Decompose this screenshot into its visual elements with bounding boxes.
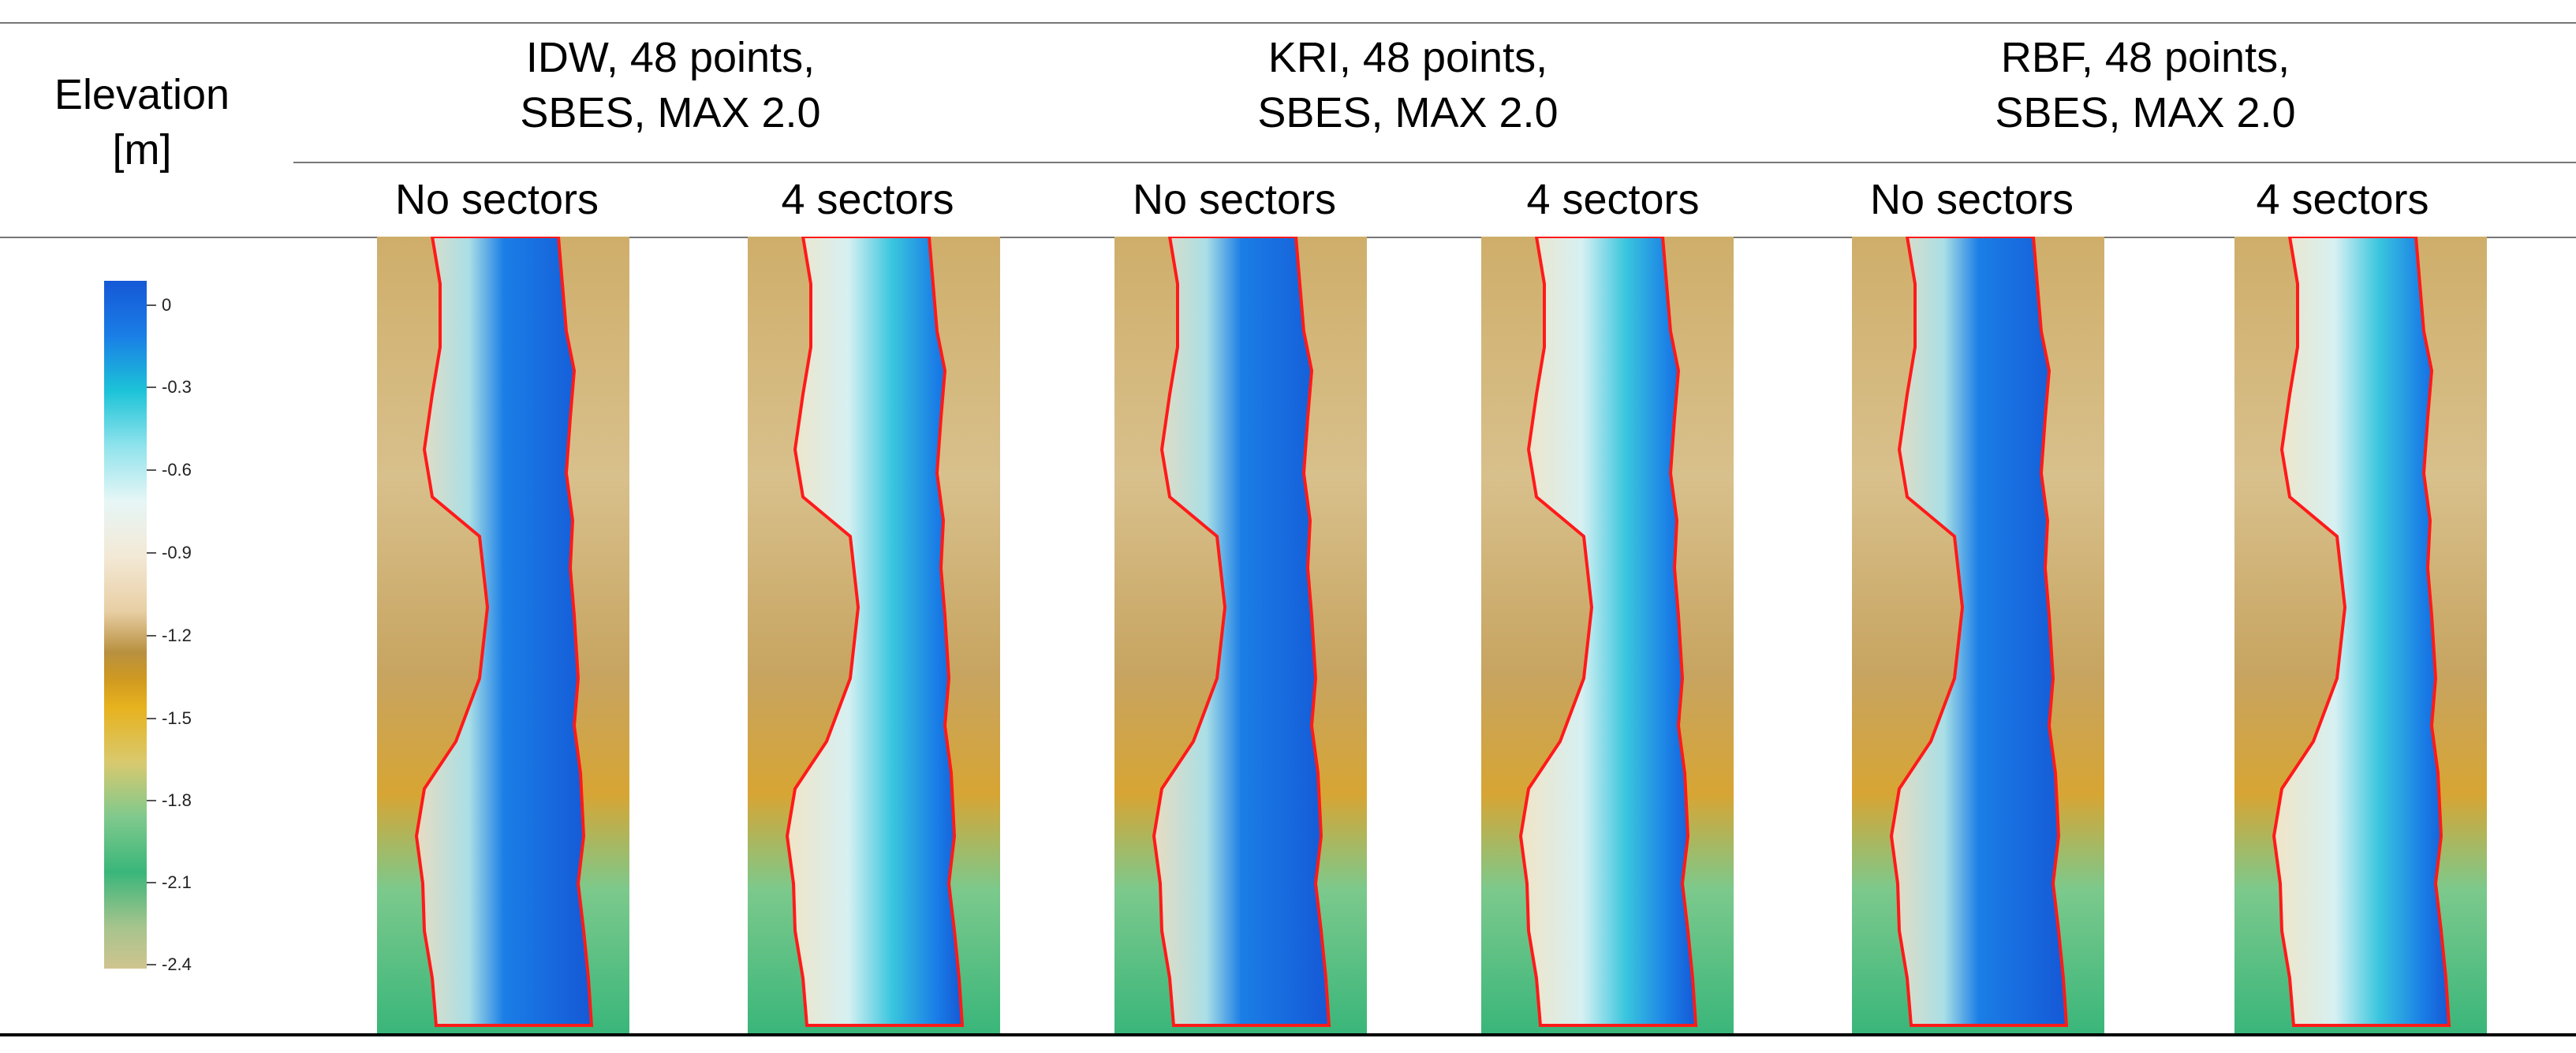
map-kri-no-sectors xyxy=(1114,237,1367,1033)
group-title-line2: SBES, MAX 2.0 xyxy=(520,89,821,136)
elevation-unit: [m] xyxy=(112,126,172,174)
group-header-rule xyxy=(293,162,2576,163)
legend-tick xyxy=(147,552,156,554)
legend-tick xyxy=(147,882,156,883)
map-idw-no-sectors xyxy=(377,237,629,1033)
legend-tick-label: 0 xyxy=(162,295,172,315)
legend-tick xyxy=(147,469,156,471)
subheader-rbf-no-sectors: No sectors xyxy=(1869,176,2074,223)
elevation-label: Elevation xyxy=(54,71,230,118)
map-kri-4-sectors xyxy=(1481,237,1734,1033)
group-title-line1: KRI, 48 points, xyxy=(1267,34,1548,81)
subheader-kri-4-sectors: 4 sectors xyxy=(1526,176,1700,223)
map-rbf-4-sectors xyxy=(2234,237,2487,1033)
legend-tick xyxy=(147,386,156,388)
group-title-line1: RBF, 48 points, xyxy=(2000,34,2290,81)
legend-tick-label: -0.6 xyxy=(162,460,192,480)
map-rbf-no-sectors xyxy=(1852,237,2104,1033)
table-top-rule xyxy=(0,22,2576,24)
map-idw-4-sectors xyxy=(748,237,1000,1033)
legend-tick-label: -1.8 xyxy=(162,790,192,810)
legend-tick xyxy=(147,635,156,637)
group-header-kri: KRI, 48 points, SBES, MAX 2.0 xyxy=(1077,30,1739,140)
group-title-line2: SBES, MAX 2.0 xyxy=(1257,89,1559,136)
group-header-rbf: RBF, 48 points, SBES, MAX 2.0 xyxy=(1814,30,2477,140)
group-title-line2: SBES, MAX 2.0 xyxy=(1995,89,2296,136)
subheader-kri-no-sectors: No sectors xyxy=(1132,176,1337,223)
legend-tick xyxy=(147,718,156,719)
legend-tick-label: -1.2 xyxy=(162,625,192,645)
legend-tick-label: -1.5 xyxy=(162,708,192,728)
table-bottom-rule xyxy=(0,1033,2576,1036)
legend-tick xyxy=(147,304,156,306)
subheader-idw-4-sectors: 4 sectors xyxy=(781,176,954,223)
legend-tick-label: -2.4 xyxy=(162,954,192,974)
legend-tick xyxy=(147,800,156,801)
subheader-idw-no-sectors: No sectors xyxy=(394,176,599,223)
subheader-rbf-4-sectors: 4 sectors xyxy=(2256,176,2429,223)
legend-tick-label: -2.1 xyxy=(162,872,192,892)
legend-tick-label: -0.3 xyxy=(162,377,192,397)
legend-tick xyxy=(147,964,156,965)
elevation-color-scale xyxy=(104,281,147,969)
legend-tick-label: -0.9 xyxy=(162,543,192,562)
group-title-line1: IDW, 48 points, xyxy=(525,34,816,81)
elevation-header: Elevation [m] xyxy=(32,67,252,177)
group-header-idw: IDW, 48 points, SBES, MAX 2.0 xyxy=(339,30,1002,140)
